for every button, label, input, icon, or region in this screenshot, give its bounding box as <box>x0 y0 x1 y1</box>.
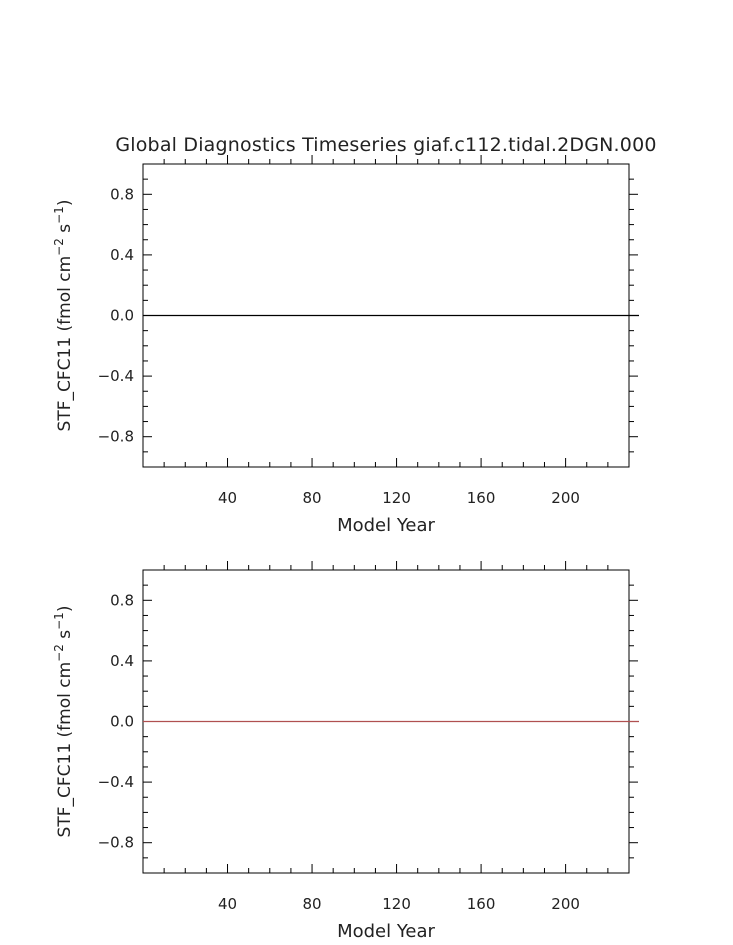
x-tick-label: 80 <box>302 895 321 913</box>
x-axis-label: Model Year <box>337 515 435 536</box>
x-tick-label: 80 <box>302 489 321 507</box>
y-axis-label: STF_CFC11 (fmol cm−2 s−1) <box>52 606 75 838</box>
x-tick-label: 40 <box>218 895 237 913</box>
x-tick-label: 200 <box>551 489 580 507</box>
x-tick-label: 160 <box>467 895 496 913</box>
x-tick-label: 200 <box>551 895 580 913</box>
bottom-panel: 40 80 120 160 200 0.8 0.4 0.0 −0.4 −0.8 Model Year… <box>52 561 639 942</box>
top-panel: 40 80 120 160 200 0.8 0.4 0.0 −0.4 −0.8 Model Year… <box>52 155 639 536</box>
y-tick-label: −0.8 <box>98 834 134 852</box>
y-tick-label: 0.4 <box>110 246 134 264</box>
y-tick-label: −0.4 <box>98 773 134 791</box>
x-tick-label: 160 <box>467 489 496 507</box>
y-tick-label: 0.8 <box>110 185 134 203</box>
chart-title: Global Diagnostics Timeseries giaf.c112.… <box>115 134 656 156</box>
y-tick-label: 0.8 <box>110 591 134 609</box>
y-tick-label: 0.4 <box>110 652 134 670</box>
x-tick-label: 120 <box>382 489 411 507</box>
x-axis-label: Model Year <box>337 921 435 942</box>
y-tick-label: 0.0 <box>110 307 134 325</box>
x-tick-label: 40 <box>218 489 237 507</box>
y-axis-label: STF_CFC11 (fmol cm−2 s−1) <box>52 200 75 432</box>
y-tick-label: −0.4 <box>98 367 134 385</box>
x-tick-label: 120 <box>382 895 411 913</box>
y-tick-label: −0.8 <box>98 428 134 446</box>
y-tick-label: 0.0 <box>110 713 134 731</box>
